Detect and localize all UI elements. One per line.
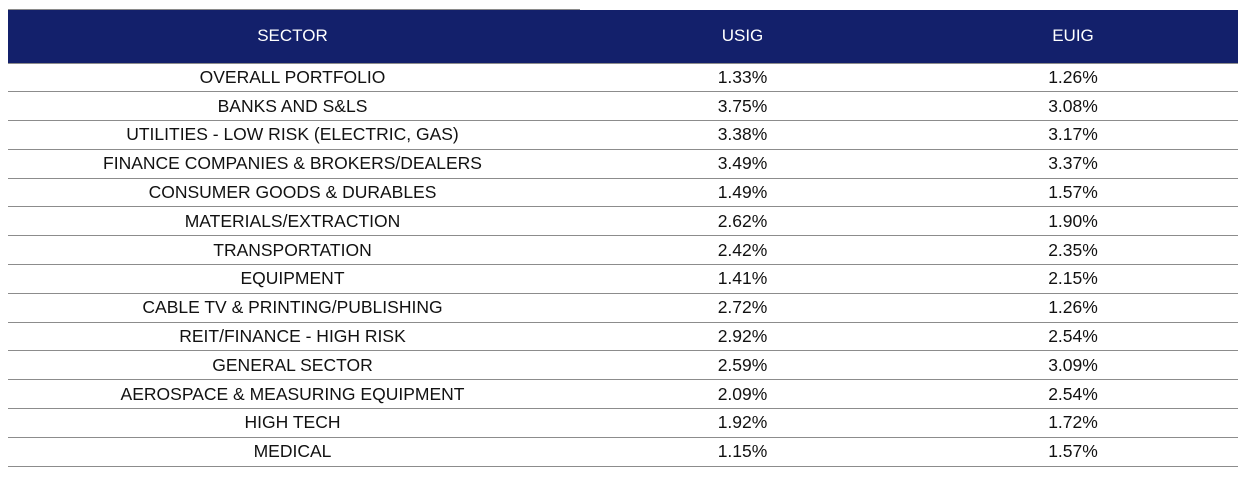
euig-cell: 2.15% <box>908 264 1238 294</box>
table-row: CABLE TV & PRINTING/PUBLISHING 2.72% 1.26% <box>8 293 1238 323</box>
usig-cell: 1.92% <box>577 408 908 438</box>
usig-cell: 1.49% <box>577 178 908 208</box>
sector-cell: CONSUMER GOODS & DURABLES <box>8 178 577 208</box>
euig-cell: 3.09% <box>908 350 1238 381</box>
euig-cell: 2.54% <box>908 322 1238 352</box>
sector-table-container: SECTOR USIG EUIG OVERALL PORTFOLIO 1.33% 1… <box>8 10 1238 467</box>
table-row: GENERAL SECTOR 2.59% 3.09% <box>8 350 1238 381</box>
usig-cell: 1.41% <box>577 264 908 294</box>
euig-cell: 1.90% <box>908 206 1238 237</box>
table-row: BANKS AND S&LS 3.75% 3.08% <box>8 91 1238 122</box>
usig-cell: 2.42% <box>577 235 908 266</box>
sector-cell: HIGH TECH <box>8 408 577 438</box>
usig-cell: 3.38% <box>577 120 908 150</box>
table-row: FINANCE COMPANIES & BROKERS/DEALERS 3.49%… <box>8 149 1238 179</box>
euig-cell: 2.35% <box>908 235 1238 266</box>
usig-cell: 2.62% <box>577 206 908 237</box>
sector-cell: OVERALL PORTFOLIO <box>8 62 577 93</box>
usig-cell: 1.33% <box>577 62 908 93</box>
usig-cell: 3.49% <box>577 149 908 179</box>
table-row: AEROSPACE & MEASURING EQUIPMENT 2.09% 2.54… <box>8 379 1238 410</box>
table-row: REIT/FINANCE - HIGH RISK 2.92% 2.54% <box>8 322 1238 352</box>
sector-cell: CABLE TV & PRINTING/PUBLISHING <box>8 293 577 323</box>
usig-cell: 2.09% <box>577 379 908 410</box>
euig-cell: 1.57% <box>908 437 1238 467</box>
sector-cell: UTILITIES - LOW RISK (ELECTRIC, GAS) <box>8 120 577 150</box>
table-body: OVERALL PORTFOLIO 1.33% 1.26% BANKS AND S&L… <box>8 62 1238 467</box>
usig-cell: 3.75% <box>577 91 908 122</box>
table-row: MATERIALS/EXTRACTION 2.62% 1.90% <box>8 206 1238 237</box>
usig-cell: 2.72% <box>577 293 908 323</box>
euig-cell: 3.37% <box>908 149 1238 179</box>
table-row: OVERALL PORTFOLIO 1.33% 1.26% <box>8 62 1238 93</box>
column-header-euig: EUIG <box>1052 26 1094 46</box>
header-row: SECTOR USIG EUIG <box>8 10 1238 63</box>
usig-cell: 2.92% <box>577 322 908 352</box>
euig-cell: 1.57% <box>908 178 1238 208</box>
euig-cell: 3.17% <box>908 120 1238 150</box>
sector-cell: MEDICAL <box>8 437 577 467</box>
table-row: EQUIPMENT 1.41% 2.15% <box>8 264 1238 294</box>
column-header-usig: USIG <box>721 26 764 46</box>
euig-cell: 2.54% <box>908 379 1238 410</box>
table-row: HIGH TECH 1.92% 1.72% <box>8 408 1238 438</box>
sector-cell: TRANSPORTATION <box>8 235 577 266</box>
table-row: TRANSPORTATION 2.42% 2.35% <box>8 235 1238 266</box>
sector-cell: BANKS AND S&LS <box>8 91 577 122</box>
euig-cell: 1.26% <box>908 62 1238 93</box>
table-row: CONSUMER GOODS & DURABLES 1.49% 1.57% <box>8 178 1238 208</box>
column-header-sector: SECTOR <box>257 26 328 46</box>
table-header: SECTOR USIG EUIG <box>8 10 1238 63</box>
usig-cell: 2.59% <box>577 350 908 381</box>
table-row: UTILITIES - LOW RISK (ELECTRIC, GAS) 3.38… <box>8 120 1238 150</box>
sector-cell: AEROSPACE & MEASURING EQUIPMENT <box>8 379 577 410</box>
sector-cell: REIT/FINANCE - HIGH RISK <box>8 322 577 352</box>
sector-cell: FINANCE COMPANIES & BROKERS/DEALERS <box>8 149 577 179</box>
euig-cell: 1.72% <box>908 408 1238 438</box>
euig-cell: 3.08% <box>908 91 1238 122</box>
sector-cell: GENERAL SECTOR <box>8 350 577 381</box>
sector-table: SECTOR USIG EUIG OVERALL PORTFOLIO 1.33% 1… <box>8 10 1238 467</box>
usig-cell: 1.15% <box>577 437 908 467</box>
euig-cell: 1.26% <box>908 293 1238 323</box>
top-rule <box>8 9 580 11</box>
sector-cell: MATERIALS/EXTRACTION <box>8 206 577 237</box>
sector-cell: EQUIPMENT <box>8 264 577 294</box>
table-row: MEDICAL 1.15% 1.57% <box>8 437 1238 467</box>
